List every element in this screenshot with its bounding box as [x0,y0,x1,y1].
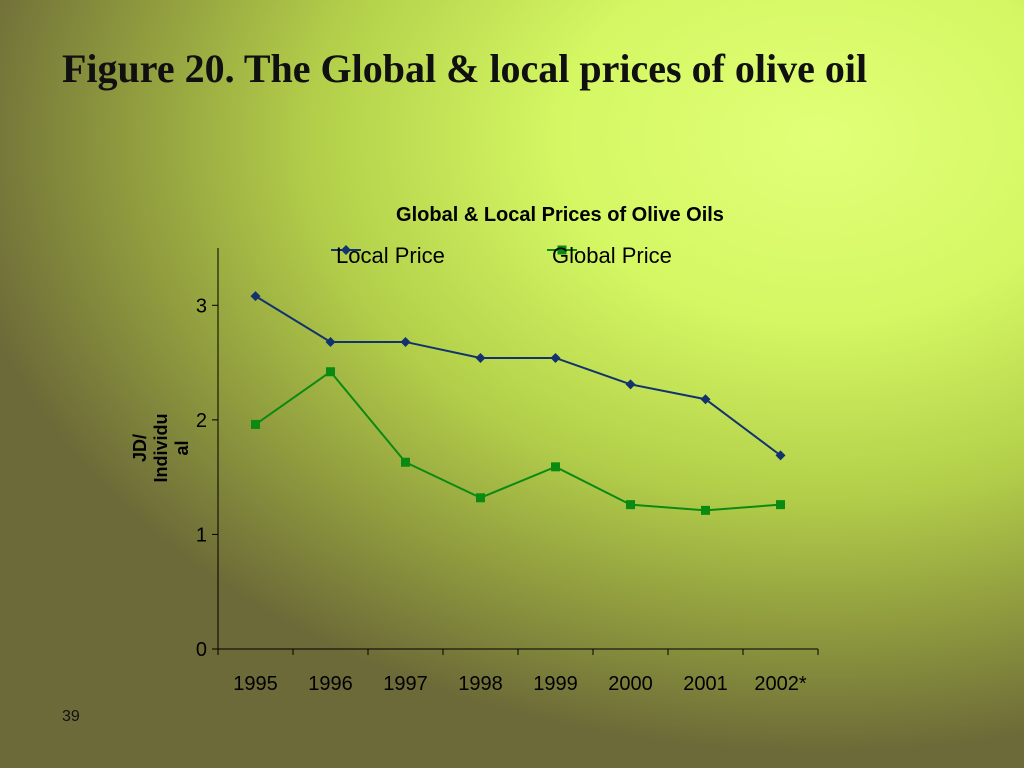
chart-title: Global & Local Prices of Olive Oils [396,204,724,226]
data-point [551,462,560,472]
data-point [475,352,486,363]
chart-legend: Local Price Global Price [331,243,672,268]
data-point [625,379,636,390]
legend-marker [557,245,567,255]
data-point [550,352,561,363]
x-tick-label: 2002* [754,673,806,695]
data-point [250,291,261,302]
slide-title: Figure 20. The Global & local prices of … [62,46,868,91]
x-tick-label: 1995 [233,673,278,695]
y-axis-label-text: JD/Individual [130,414,192,483]
legend-label: Global Price [552,243,672,268]
legend-marker [341,245,351,255]
series-line [254,295,782,457]
data-point [701,505,710,515]
y-tick-label: 3 [196,295,207,317]
x-tick-label: 1997 [383,673,428,695]
data-point [326,367,335,377]
series-local-price [250,291,786,461]
y-axis: 0 1 2 3 [196,248,219,661]
y-tick-label: 2 [196,410,207,432]
data-point [776,500,785,510]
x-tick-label: 2000 [608,673,653,695]
data-point [325,336,336,347]
data-point [476,493,485,503]
data-point [251,419,260,429]
y-tick-label: 1 [196,524,207,546]
x-tick-label: 2001 [683,673,728,695]
data-point [401,457,410,467]
data-point [700,394,711,405]
y-axis-label: JD/Individual [130,414,192,483]
x-axis: 1995 1996 1997 1998 1999 2000 2001 2002* [217,648,819,695]
plot-area [250,291,786,515]
legend-item: Global Price [547,243,672,268]
y-axis-label-line: Individu [151,414,171,483]
y-axis-label-line: al [172,440,192,455]
page-number: 39 [62,708,80,725]
legend-label: Local Price [336,243,445,268]
y-tick-label: 0 [196,639,207,661]
series-global-price [251,367,785,515]
series-line [254,370,781,512]
x-tick-label: 1998 [458,673,503,695]
data-point [775,450,786,461]
y-axis-label-line: JD/ [130,434,150,462]
x-tick-label: 1996 [308,673,353,695]
x-tick-label: 1999 [533,673,578,695]
legend-item: Local Price [331,243,445,268]
data-point [626,500,635,510]
data-point [400,336,411,347]
